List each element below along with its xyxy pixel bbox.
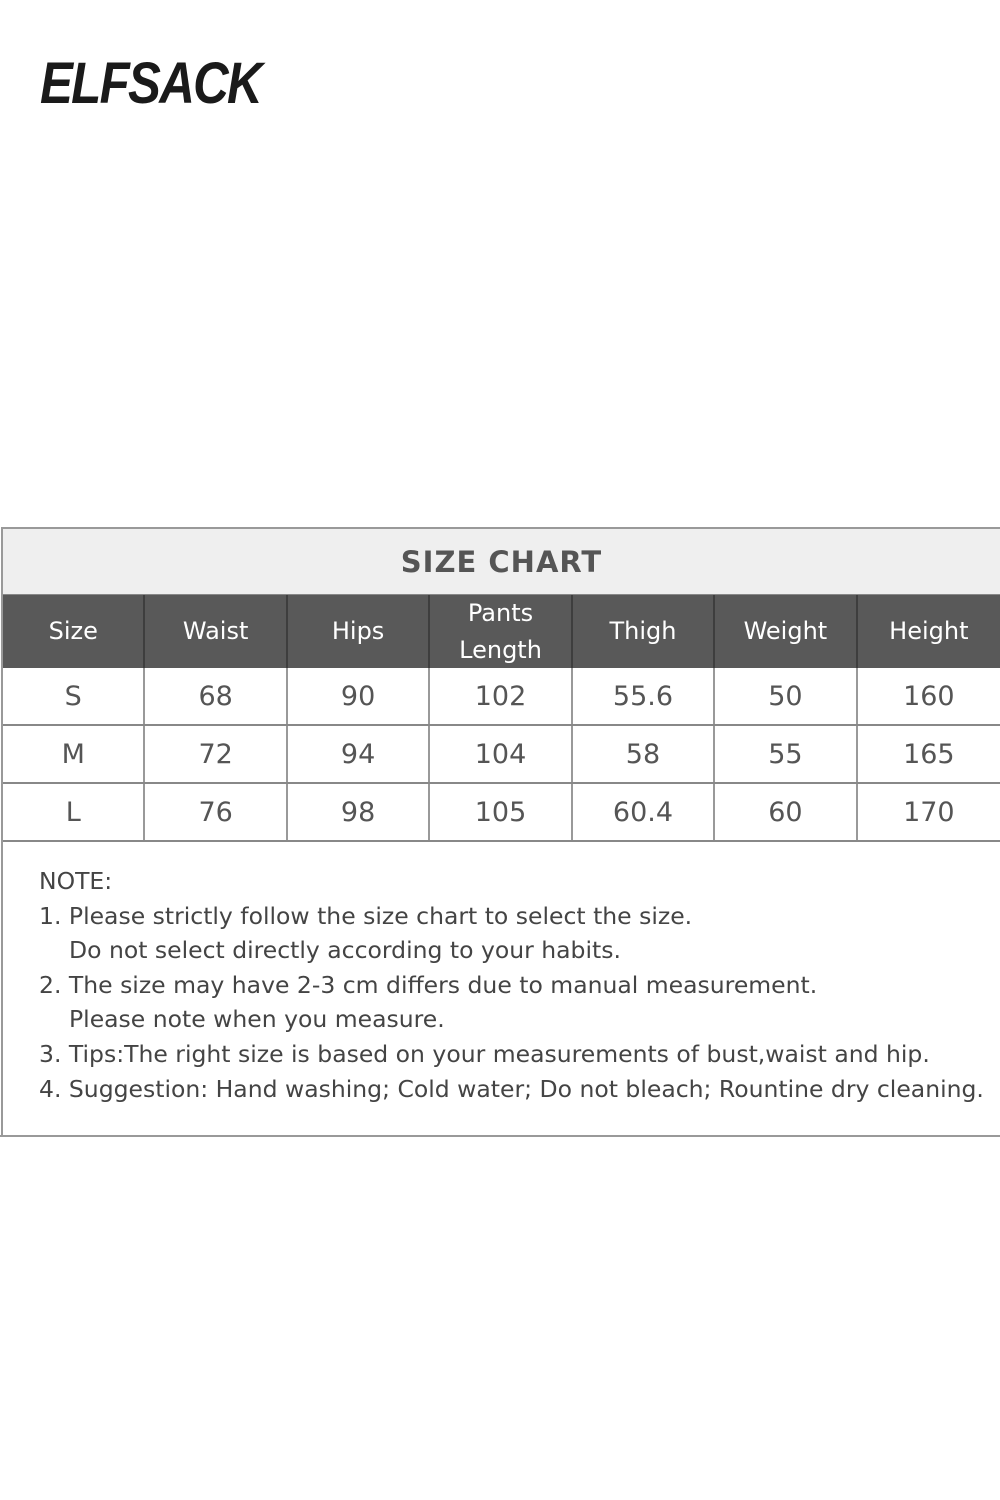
table-cell: 165	[903, 738, 955, 770]
header-cell: Size	[3, 595, 146, 668]
table-cell: 105	[430, 784, 573, 840]
table-cell: 102	[430, 668, 573, 724]
header-cell: Weight	[715, 595, 858, 668]
header-cell: Height	[858, 595, 1000, 668]
table-cell: 72	[145, 726, 288, 782]
header-text: Hips	[331, 617, 385, 645]
table-cell: 160	[903, 680, 955, 712]
table-row: S 68 90 102 55.6 50 160	[3, 668, 1000, 726]
note-line: 3. Tips:The right size is based on your …	[39, 1039, 930, 1068]
table-cell: 55	[715, 726, 858, 782]
header-cell: Thigh	[573, 595, 716, 668]
table-cell: 104	[430, 726, 573, 782]
header-text: Thigh	[609, 617, 677, 645]
table-cell: 68	[145, 668, 288, 724]
table-cell: 55.6	[573, 668, 716, 724]
size-chart: SIZE CHART Size Waist Hips Pants Length Thig…	[1, 527, 1000, 1137]
table-cell: 60	[715, 784, 858, 840]
table-cell: 94	[288, 726, 431, 782]
header-text: Waist	[182, 617, 249, 645]
header-text: Weight	[743, 617, 828, 645]
table-cell: 170	[903, 796, 955, 828]
header-text: Size	[48, 617, 98, 645]
table-cell: 58	[573, 726, 716, 782]
table-body: S 68 90 102 55.6 50 160 M 72 94 104 58 55 165 L 76 98 105…	[3, 668, 1000, 842]
note-line: 2. The size may have 2-3 cm differs due …	[39, 970, 818, 999]
note-line: Please note when you measure.	[69, 1005, 445, 1034]
table-cell: M	[3, 726, 146, 782]
header-text: Pants Length	[459, 598, 542, 664]
table-row: M 72 94 104 58 55 165	[3, 726, 1000, 784]
header-row: Size Waist Hips Pants Length Thigh Weight Heig…	[3, 595, 1000, 668]
table-cell: S	[3, 668, 146, 724]
divider	[0, 1135, 1000, 1137]
table-cell: 50	[715, 668, 858, 724]
table-cell: 98	[288, 784, 431, 840]
table-row: L 76 98 105 60.4 60 170	[3, 784, 1000, 842]
table-cell: 60.4	[573, 784, 716, 840]
header-text: Height	[889, 617, 969, 645]
header-cell: Waist	[145, 595, 288, 668]
chart-title: SIZE CHART	[3, 529, 1000, 595]
header-cell: Hips	[288, 595, 431, 668]
note-line: Do not select directly according to your…	[69, 936, 621, 965]
logo: ELFSACK	[40, 51, 263, 116]
notes-heading: NOTE:	[39, 867, 113, 895]
note-line: 1. Please strictly follow the size chart…	[39, 901, 693, 930]
table-cell: 90	[288, 668, 431, 724]
header-cell: Pants Length	[430, 595, 573, 668]
notes: NOTE: 1. Please strictly follow the size…	[3, 842, 1000, 1106]
table-cell: 76	[145, 784, 288, 840]
table-cell: L	[3, 784, 146, 840]
note-lines: 1. Please strictly follow the size chart…	[39, 899, 1000, 1107]
note-line: 4. Suggestion: Hand washing; Cold water;…	[39, 1074, 984, 1103]
